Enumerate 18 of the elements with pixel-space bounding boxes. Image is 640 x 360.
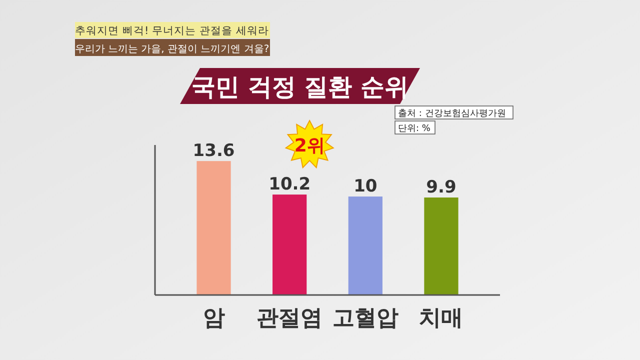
annotation: 2위 bbox=[294, 136, 325, 157]
bar bbox=[196, 161, 231, 295]
x-tick-label: 관절염 bbox=[256, 306, 323, 331]
text: 단위: % bbox=[398, 124, 431, 134]
data-label: 9.9 bbox=[426, 178, 456, 198]
chart-title: 국민 걱정 질환 순위 bbox=[191, 73, 409, 101]
data-label: 10 bbox=[354, 176, 378, 197]
bar bbox=[272, 194, 307, 295]
text: 우리가 느끼는 가을, 관절이 느끼기엔 겨울? bbox=[74, 44, 270, 55]
data-label: 13.6 bbox=[192, 141, 235, 162]
bar bbox=[424, 198, 458, 295]
x-tick-label: 치매 bbox=[419, 306, 464, 331]
x-tick-label: 암 bbox=[202, 306, 225, 331]
data-label: 10.2 bbox=[268, 174, 311, 195]
source-note: 출처 : 건강보험심사평가원 bbox=[398, 109, 506, 119]
text: 추워지면 삐걱! 무너지는 관절을 세워라 bbox=[75, 25, 269, 37]
bar bbox=[348, 196, 382, 295]
x-tick-label: 고혈압 bbox=[332, 306, 398, 331]
